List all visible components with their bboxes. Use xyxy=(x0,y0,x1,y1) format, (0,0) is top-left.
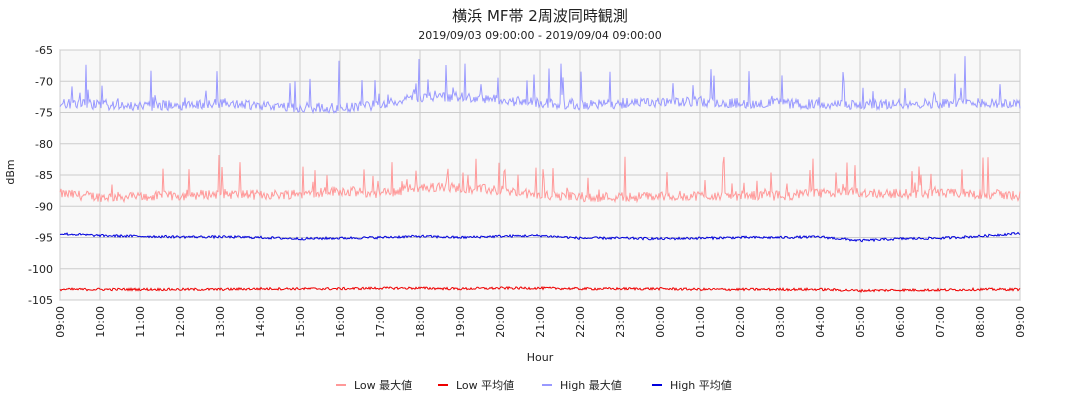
x-tick-label: 10:00 xyxy=(94,306,107,338)
chart-subtitle: 2019/09/03 09:00:00 - 2019/09/04 09:00:0… xyxy=(418,29,662,42)
x-tick-label: 07:00 xyxy=(934,306,947,338)
legend-label: High 平均値 xyxy=(670,379,732,392)
chart-title: 横浜 MF帯 2周波同時観測 xyxy=(452,7,628,25)
x-tick-label: 04:00 xyxy=(814,306,827,338)
y-tick-label: -95 xyxy=(35,232,53,245)
y-tick-label: -105 xyxy=(28,294,53,307)
series-line-2 xyxy=(59,56,1021,115)
x-tick-label: 13:00 xyxy=(214,306,227,338)
y-tick-label: -70 xyxy=(35,75,53,88)
y-tick-label: -90 xyxy=(35,200,53,213)
y-tick-label: -100 xyxy=(28,263,53,276)
x-tick-label: 06:00 xyxy=(894,306,907,338)
x-tick-label: 09:00 xyxy=(1014,306,1027,338)
y-axis-label: dBm xyxy=(4,159,17,184)
x-tick-label: 17:00 xyxy=(374,306,387,338)
x-tick-label: 20:00 xyxy=(494,306,507,338)
x-tick-label: 00:00 xyxy=(654,306,667,338)
x-tick-label: 02:00 xyxy=(734,306,747,338)
y-tick-label: -80 xyxy=(35,138,53,151)
x-tick-label: 22:00 xyxy=(574,306,587,338)
y-tick-label: -65 xyxy=(35,44,53,57)
x-tick-label: 12:00 xyxy=(174,306,187,338)
legend-label: Low 最大値 xyxy=(354,378,412,392)
x-axis-label: Hour xyxy=(527,351,554,364)
x-tick-label: 11:00 xyxy=(134,306,147,338)
x-tick-label: 01:00 xyxy=(694,306,707,338)
x-tick-label: 09:00 xyxy=(54,306,67,338)
y-tick-label: -85 xyxy=(35,169,53,182)
series-line-1 xyxy=(59,285,1021,293)
x-tick-label: 21:00 xyxy=(534,306,547,338)
x-tick-label: 08:00 xyxy=(974,306,987,338)
y-tick-label: -75 xyxy=(35,107,53,120)
x-tick-label: 15:00 xyxy=(294,306,307,338)
x-tick-label: 18:00 xyxy=(414,306,427,338)
x-tick-label: 19:00 xyxy=(454,306,467,338)
legend-label: Low 平均値 xyxy=(456,379,514,392)
x-tick-label: 14:00 xyxy=(254,306,267,338)
legend-label: High 最大値 xyxy=(560,378,622,392)
x-tick-label: 23:00 xyxy=(614,306,627,338)
series-line-0 xyxy=(59,154,1021,204)
x-tick-label: 03:00 xyxy=(774,306,787,338)
x-tick-label: 16:00 xyxy=(334,306,347,338)
x-tick-label: 05:00 xyxy=(854,306,867,338)
series-line-3 xyxy=(59,231,1021,243)
